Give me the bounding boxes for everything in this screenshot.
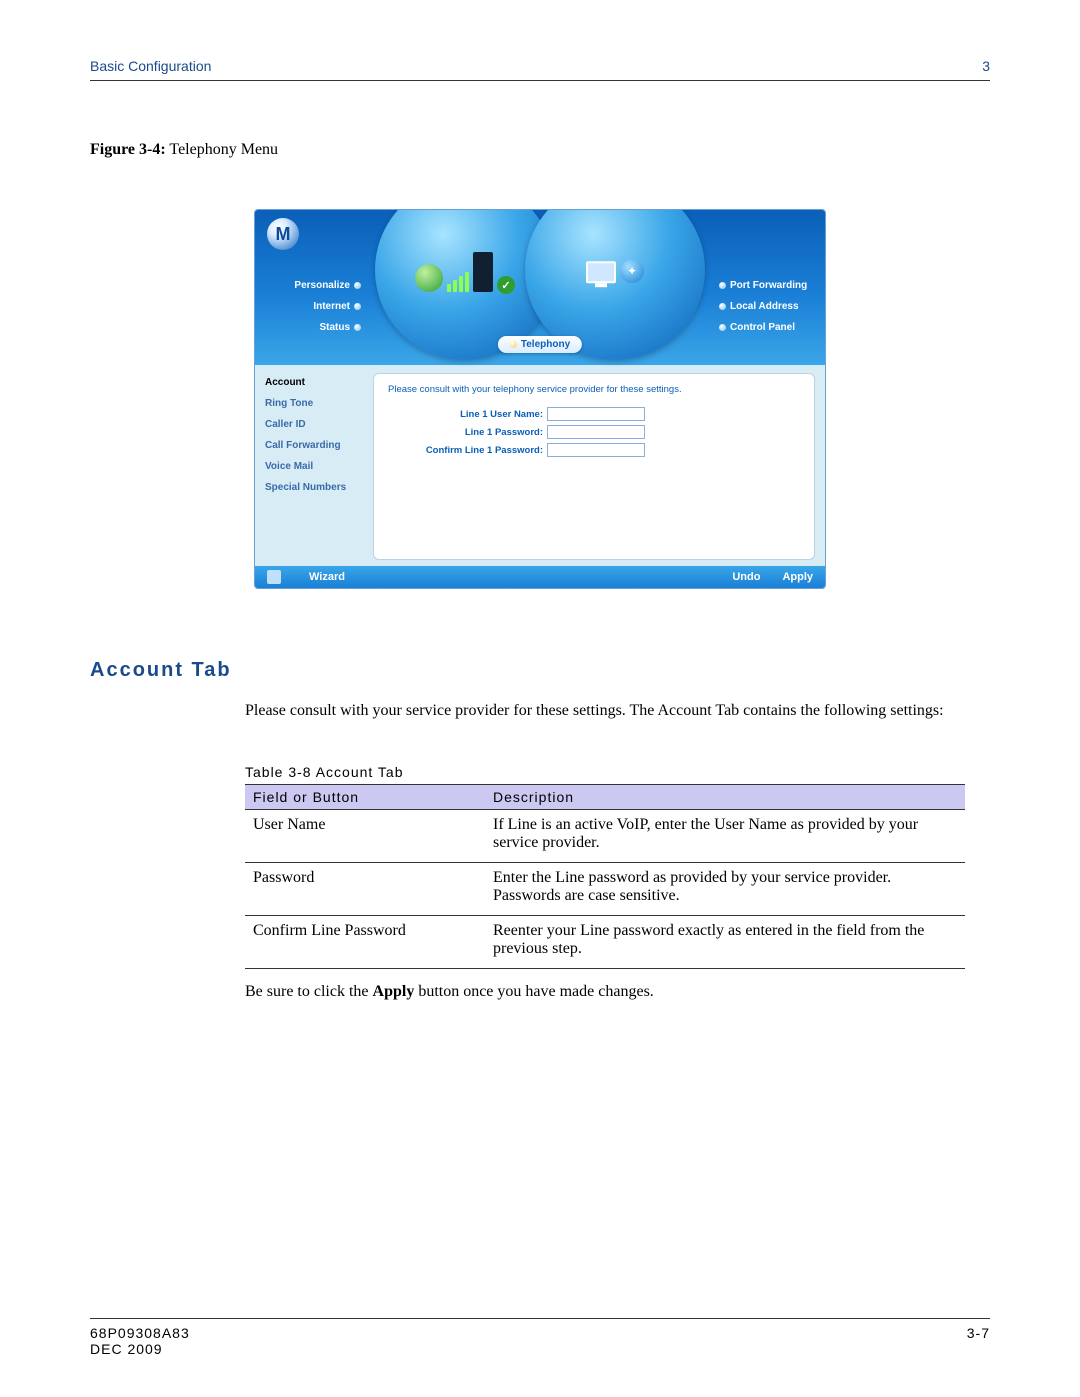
bullet-icon: [354, 324, 361, 331]
col-field: Field or Button: [245, 784, 485, 809]
line1-password-label: Line 1 Password:: [388, 427, 543, 438]
nav-control-panel[interactable]: Control Panel: [719, 322, 809, 333]
figure-caption-text: Telephony Menu: [169, 141, 278, 158]
monitor-icon: [586, 261, 616, 283]
line1-confirm-label: Confirm Line 1 Password:: [388, 445, 543, 456]
left-nav: Personalize Internet Status: [271, 280, 361, 343]
header-right: 3: [982, 58, 990, 74]
shot-header: M ✓ ✦ Personalize Inter: [255, 210, 825, 365]
side-menu: Account Ring Tone Caller ID Call Forward…: [265, 373, 365, 560]
header-rule: [90, 80, 990, 81]
tab-telephony[interactable]: Telephony: [498, 336, 582, 353]
bullet-icon: [719, 303, 726, 310]
bullet-icon: [510, 341, 517, 348]
tab-telephony-label: Telephony: [521, 339, 570, 350]
shot-body: Account Ring Tone Caller ID Call Forward…: [255, 365, 825, 566]
account-tab-table: Field or Button Description User NameIf …: [245, 784, 965, 969]
page-footer: 68P09308A83 DEC 2009 3-7: [90, 1318, 990, 1357]
table-row: Confirm Line PasswordReenter your Line p…: [245, 915, 965, 968]
account-form-panel: Please consult with your telephony servi…: [373, 373, 815, 560]
page-header: Basic Configuration 3: [90, 58, 990, 80]
nav-personalize[interactable]: Personalize: [271, 280, 361, 291]
header-left: Basic Configuration: [90, 58, 211, 74]
bullet-icon: [719, 282, 726, 289]
after-table-note: Be sure to click the Apply button once y…: [245, 983, 990, 1001]
nav-port-forwarding[interactable]: Port Forwarding: [719, 280, 809, 291]
line1-username-input[interactable]: [547, 407, 645, 421]
table-row: PasswordEnter the Line password as provi…: [245, 862, 965, 915]
nav-local-address[interactable]: Local Address: [719, 301, 809, 312]
line1-password-input[interactable]: [547, 425, 645, 439]
check-icon: ✓: [497, 276, 515, 294]
right-nav: Port Forwarding Local Address Control Pa…: [719, 280, 809, 343]
bullet-icon: [354, 282, 361, 289]
table-caption: Table 3-8 Account Tab: [245, 764, 990, 780]
figure-caption-label: Figure 3-4:: [90, 141, 166, 158]
globe-icon: [415, 264, 443, 292]
line1-username-label: Line 1 User Name:: [388, 409, 543, 420]
apply-button[interactable]: Apply: [782, 571, 813, 583]
form-hint: Please consult with your telephony servi…: [388, 384, 800, 395]
table-row: User NameIf Line is an active VoIP, ente…: [245, 809, 965, 862]
wizard-button[interactable]: Wizard: [309, 571, 345, 583]
side-account[interactable]: Account: [265, 377, 365, 388]
footer-doc-id: 68P09308A83: [90, 1325, 190, 1341]
side-special-numbers[interactable]: Special Numbers: [265, 482, 365, 493]
section-intro: Please consult with your service provide…: [245, 700, 990, 722]
signal-bars-icon: [447, 272, 469, 292]
undo-button[interactable]: Undo: [732, 571, 760, 583]
line1-confirm-input[interactable]: [547, 443, 645, 457]
network-icon: ✦: [620, 259, 644, 283]
side-voice-mail[interactable]: Voice Mail: [265, 461, 365, 472]
motorola-logo-icon: M: [267, 218, 299, 250]
footer-date: DEC 2009: [90, 1341, 190, 1357]
nav-status[interactable]: Status: [271, 322, 361, 333]
figure-caption: Figure 3-4: Telephony Menu: [90, 141, 990, 159]
col-description: Description: [485, 784, 965, 809]
footer-page: 3-7: [967, 1325, 990, 1357]
telephony-screenshot: M ✓ ✦ Personalize Inter: [254, 209, 826, 589]
bullet-icon: [719, 324, 726, 331]
router-icon: [473, 252, 493, 292]
bullet-icon: [354, 303, 361, 310]
side-caller-id[interactable]: Caller ID: [265, 419, 365, 430]
wizard-icon[interactable]: [267, 570, 281, 584]
section-heading: Account Tab: [90, 659, 990, 682]
shot-footer: Wizard Undo Apply: [255, 566, 825, 588]
side-ring-tone[interactable]: Ring Tone: [265, 398, 365, 409]
nav-internet[interactable]: Internet: [271, 301, 361, 312]
side-call-forwarding[interactable]: Call Forwarding: [265, 440, 365, 451]
